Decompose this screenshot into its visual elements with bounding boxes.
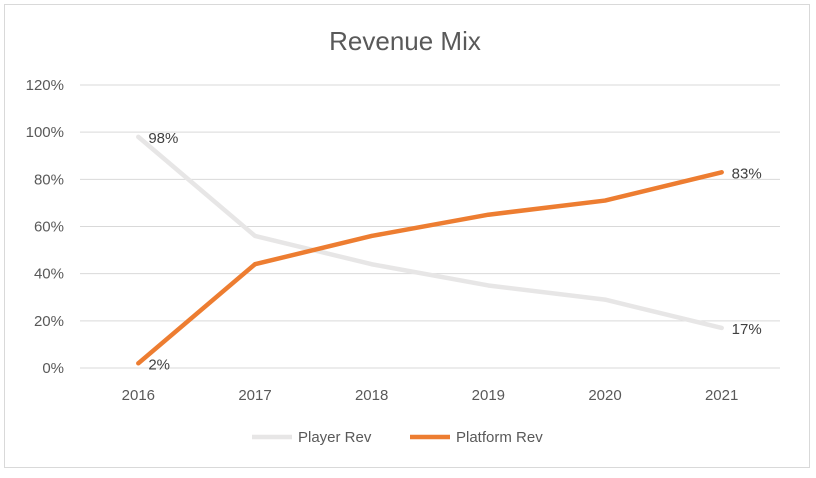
y-tick-label: 0% xyxy=(42,360,64,377)
x-tick-label: 2016 xyxy=(122,387,155,404)
data-point xyxy=(603,297,607,302)
series-lines xyxy=(136,134,724,366)
y-axis-ticks: 0% 20% 40% 60% 80% 100% 120% xyxy=(26,77,64,377)
data-label: 98% xyxy=(148,130,178,147)
x-tick-label: 2019 xyxy=(472,387,505,404)
data-point xyxy=(486,212,491,217)
data-point xyxy=(719,325,724,330)
data-point xyxy=(136,361,141,366)
data-point xyxy=(719,170,724,175)
chart-title: Revenue Mix xyxy=(329,26,481,56)
data-point xyxy=(136,134,141,139)
data-point xyxy=(369,262,374,267)
series-line xyxy=(136,170,724,366)
series-line xyxy=(136,134,724,331)
x-tick-label: 2018 xyxy=(355,387,388,404)
gridlines xyxy=(80,84,780,369)
legend-label: Player Rev xyxy=(298,429,372,446)
data-label: 17% xyxy=(732,321,762,338)
x-tick-label: 2021 xyxy=(705,387,738,404)
x-axis-ticks: 2016 2017 2018 2019 2020 2021 xyxy=(122,387,739,404)
y-tick-label: 20% xyxy=(34,313,64,330)
data-point xyxy=(369,233,374,238)
data-point xyxy=(253,262,257,267)
x-tick-label: 2020 xyxy=(588,387,621,404)
legend: Player Rev Platform Rev xyxy=(252,429,543,446)
data-point xyxy=(603,198,607,203)
y-tick-label: 80% xyxy=(34,171,64,188)
y-tick-label: 60% xyxy=(34,219,64,236)
data-label: 83% xyxy=(732,165,762,182)
data-labels: 98% 17% 2% 83% xyxy=(148,130,761,373)
data-point xyxy=(253,233,257,238)
data-point xyxy=(486,283,491,288)
legend-label: Platform Rev xyxy=(456,429,543,446)
x-tick-label: 2017 xyxy=(238,387,271,404)
chart-frame xyxy=(4,4,810,468)
y-tick-label: 40% xyxy=(34,266,64,283)
y-tick-label: 100% xyxy=(26,124,64,141)
data-label: 2% xyxy=(148,356,170,373)
y-tick-label: 120% xyxy=(26,77,64,94)
